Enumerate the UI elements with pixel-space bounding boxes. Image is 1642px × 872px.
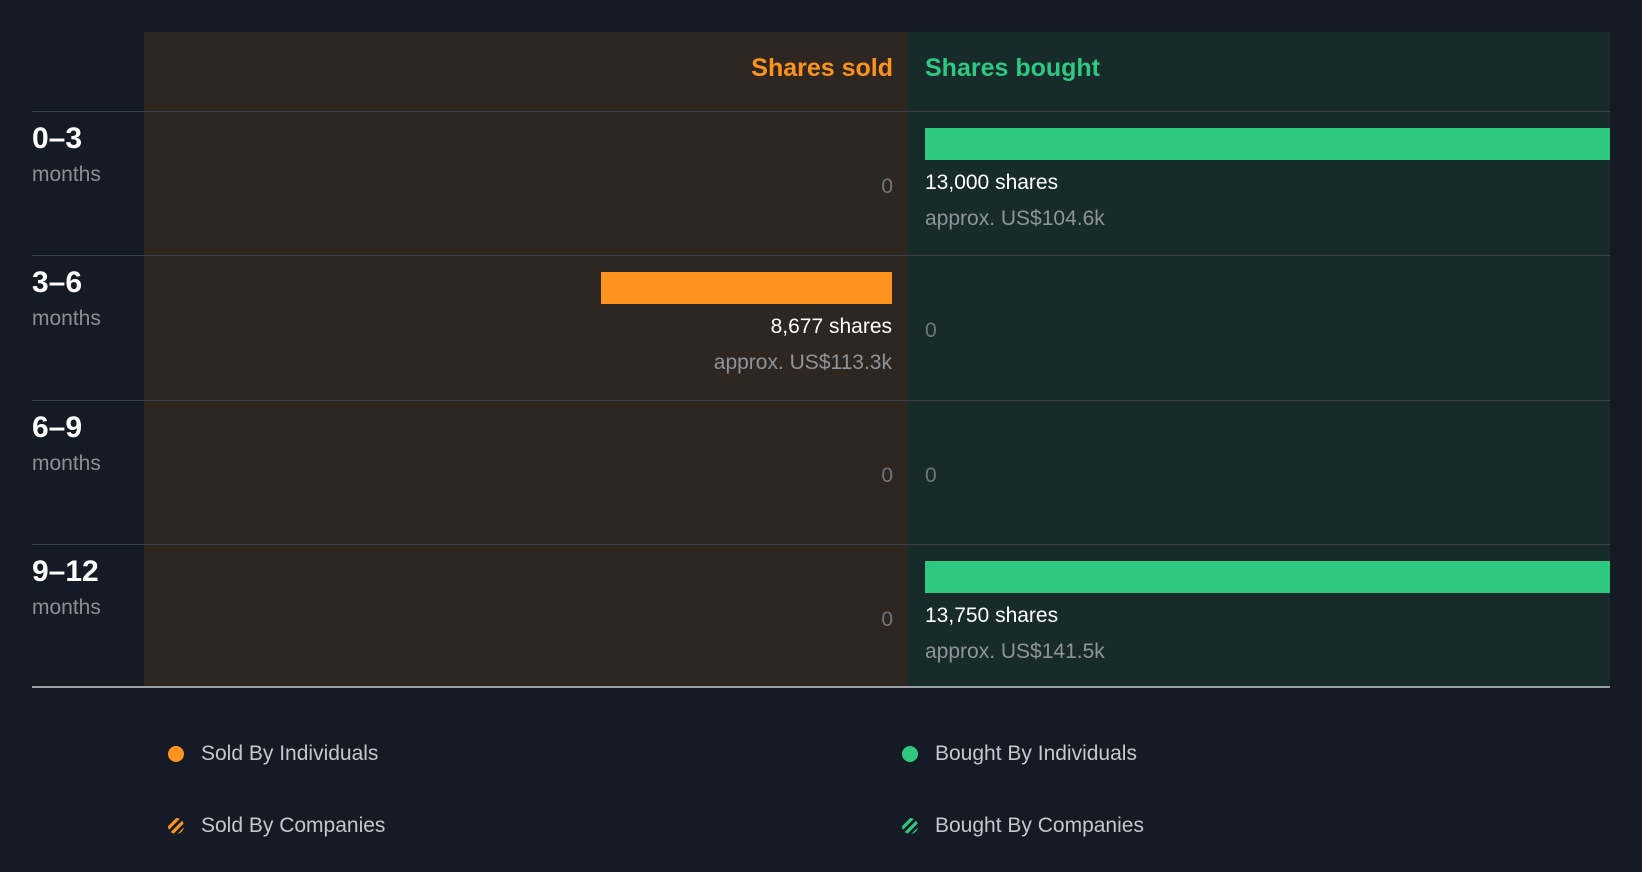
shares-sold-header: Shares sold: [751, 54, 893, 82]
period-unit: months: [32, 163, 101, 186]
shares-bought-header: Shares bought: [925, 54, 1101, 82]
period-unit: months: [32, 307, 101, 330]
period-unit: months: [32, 596, 101, 619]
bought-bar: [925, 128, 1610, 160]
legend-dot-icon: [902, 746, 918, 762]
bought-value-label: approx. US$104.6k: [925, 207, 1105, 230]
bought-zero-label: 0: [925, 319, 937, 342]
legend-label: Sold By Individuals: [201, 742, 379, 765]
legend-item-bought-ind: Bought By Individuals: [902, 742, 1137, 766]
bought-zero-label: 0: [925, 464, 937, 487]
legend-item-sold-ind: Sold By Individuals: [168, 742, 378, 766]
period-label: 0–3 months: [32, 122, 101, 187]
period-label: 6–9 months: [32, 411, 101, 476]
sold-value-label: approx. US$113.3k: [713, 351, 892, 374]
period-unit: months: [32, 452, 101, 475]
shares-sold-panel: [144, 32, 908, 687]
bought-shares-label: 13,750 shares: [925, 604, 1059, 627]
row-divider: [32, 544, 1610, 545]
row-divider: [32, 111, 1610, 112]
legend-label: Sold By Companies: [201, 814, 386, 837]
bought-shares-label: 13,000 shares: [925, 171, 1059, 194]
period-range: 0–3: [32, 122, 83, 155]
period-range: 6–9: [32, 411, 83, 444]
sold-bar: [601, 272, 892, 304]
legend-dot-icon: [168, 746, 184, 762]
period-label: 9–12 months: [32, 555, 101, 620]
bought-bar: [925, 561, 1610, 593]
chart-baseline: [32, 686, 1610, 688]
sold-zero-label: 0: [881, 464, 893, 487]
period-label: 3–6 months: [32, 266, 101, 331]
bought-value-label: approx. US$141.5k: [925, 640, 1105, 663]
sold-zero-label: 0: [881, 608, 893, 631]
period-range: 9–12: [32, 555, 99, 588]
period-range: 3–6: [32, 266, 83, 299]
legend-dot-icon: [902, 818, 918, 834]
sold-zero-label: 0: [881, 175, 893, 198]
insider-trading-chart: Shares sold Shares bought 0–3 months 0 13,0…: [32, 32, 1610, 688]
sold-shares-label: 8,677 shares: [770, 315, 892, 338]
row-divider: [32, 255, 1610, 256]
legend-label: Bought By Companies: [935, 814, 1144, 837]
legend-item-sold-co: Sold By Companies: [168, 814, 385, 838]
legend-label: Bought By Individuals: [935, 742, 1137, 765]
row-divider: [32, 400, 1610, 401]
legend-item-bought-co: Bought By Companies: [902, 814, 1144, 838]
legend-dot-icon: [168, 818, 184, 834]
